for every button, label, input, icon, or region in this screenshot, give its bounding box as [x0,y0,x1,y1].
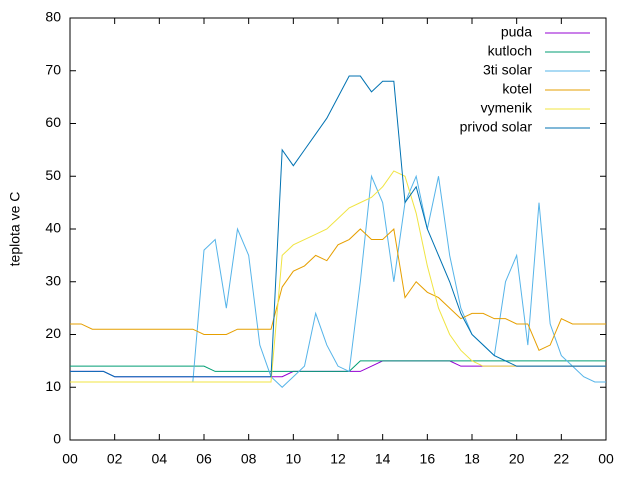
legend-label: privod solar [460,119,533,135]
y-axis-label: teplota ve C [7,192,23,267]
x-tick-label: 12 [330,451,346,467]
x-tick-label: 00 [62,451,78,467]
series-line [70,75,606,378]
y-tick-label: 20 [45,325,61,341]
x-tick-label: 08 [241,451,257,467]
x-tick-label: 22 [554,451,570,467]
series-line [70,170,606,383]
x-tick-label: 14 [375,451,391,467]
legend-label: kutloch [488,43,532,59]
x-tick-label: 18 [464,451,480,467]
legend-label: vymenik [481,100,533,116]
y-tick-label: 10 [45,378,61,394]
legend-label: 3ti solar [483,62,532,78]
x-tick-label: 20 [509,451,525,467]
y-tick-label: 70 [45,61,61,77]
series-line [70,360,606,372]
y-tick-label: 0 [53,431,61,447]
series-line [70,227,606,351]
y-tick-label: 60 [45,114,61,130]
x-tick-label: 00 [598,451,614,467]
series-line [70,174,606,388]
y-tick-label: 30 [45,272,61,288]
x-tick-label: 02 [107,451,123,467]
legend-label: puda [501,24,532,40]
x-tick-label: 10 [286,451,302,467]
y-tick-label: 80 [45,9,61,25]
x-tick-label: 06 [196,451,212,467]
legend-label: kotel [502,81,532,97]
x-tick-label: 16 [420,451,436,467]
y-tick-label: 50 [45,167,61,183]
series-line [70,360,606,378]
x-tick-label: 04 [152,451,168,467]
y-tick-label: 40 [45,220,61,236]
